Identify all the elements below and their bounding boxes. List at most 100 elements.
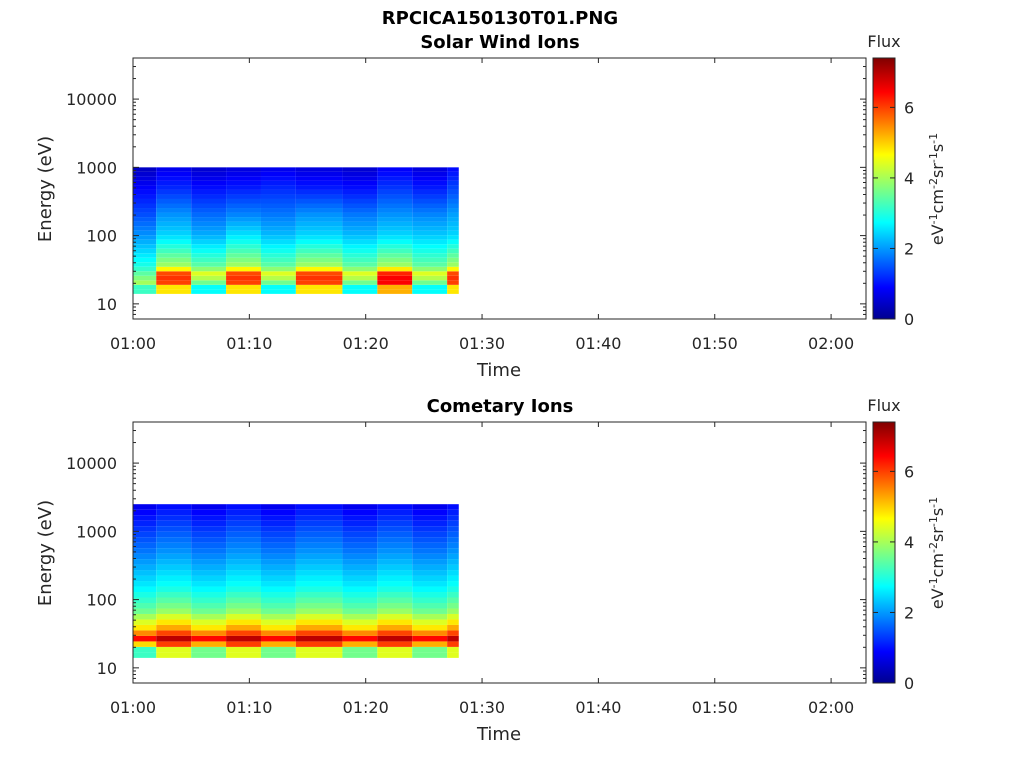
heatmap-cell: [226, 189, 261, 195]
heatmap-cell: [447, 602, 459, 609]
svg-text:eV-1cm-2sr-1s-1: eV-1cm-2sr-1s-1: [927, 133, 947, 245]
heatmap-cell: [133, 509, 157, 516]
heatmap-cell: [295, 613, 343, 620]
heatmap-cell: [133, 203, 157, 209]
heatmap-cell: [133, 592, 157, 598]
heatmap-cell: [191, 167, 227, 172]
heatmap-cell: [226, 520, 261, 527]
panel-title: Cometary Ions: [427, 396, 574, 417]
heatmap-cell: [133, 504, 157, 510]
heatmap-cell: [295, 548, 343, 554]
heatmap-cell: [377, 235, 413, 240]
heatmap-cell: [412, 221, 448, 227]
heatmap-cell: [191, 239, 227, 245]
heatmap-cell: [412, 592, 448, 598]
heatmap-cell: [295, 624, 343, 631]
heatmap-cell: [133, 652, 157, 658]
heatmap-cell: [447, 564, 459, 571]
heatmap-cell: [226, 239, 261, 245]
heatmap-cell: [133, 226, 157, 231]
heatmap-cell: [377, 548, 413, 554]
heatmap-cell: [226, 570, 261, 576]
heatmap-cell: [226, 275, 261, 281]
heatmap-cell: [342, 619, 378, 625]
heatmap-cell: [447, 180, 459, 186]
heatmap-cell: [342, 586, 378, 593]
heatmap-cell: [191, 217, 227, 222]
heatmap-cell: [447, 176, 459, 181]
heatmap-cell: [377, 581, 413, 587]
heatmap-cell: [295, 253, 343, 258]
heatmap-cell: [133, 531, 157, 538]
heatmap-cell: [191, 198, 227, 204]
heatmap-cell: [226, 271, 261, 276]
heatmap-cell: [191, 608, 227, 614]
heatmap-cell: [260, 194, 296, 199]
x-tick-label: 01:10: [226, 334, 272, 353]
heatmap-cell: [226, 646, 261, 653]
heatmap-cell: [156, 239, 192, 245]
heatmap-cell: [226, 280, 261, 285]
heatmap-cell: [295, 262, 343, 267]
heatmap-cell: [342, 548, 378, 554]
heatmap-cell: [226, 212, 261, 218]
heatmap-cell: [342, 635, 378, 642]
heatmap-cell: [377, 198, 413, 204]
heatmap-cell: [412, 226, 448, 231]
heatmap-cell: [377, 624, 413, 631]
heatmap-cell: [377, 531, 413, 538]
heatmap-cell: [191, 289, 227, 294]
heatmap-cell: [412, 275, 448, 281]
heatmap-cell: [342, 171, 378, 177]
heatmap-cell: [260, 176, 296, 181]
heatmap-cell: [260, 167, 296, 172]
heatmap-cell: [412, 553, 448, 560]
y-tick-label: 100: [86, 591, 117, 610]
heatmap-cell: [133, 597, 157, 603]
y-tick-label: 10: [97, 295, 117, 314]
heatmap-cell: [191, 180, 227, 186]
plot-frame: [132, 57, 867, 320]
x-ticks: 01:00 01:10 01:20 01:30 01:40 01:50 02:00: [110, 58, 854, 353]
heatmap-cell: [412, 235, 448, 240]
heatmap-cell: [342, 180, 378, 186]
heatmap-cell: [260, 520, 296, 527]
heatmap-cell: [133, 171, 157, 177]
heatmap-cell: [191, 619, 227, 625]
heatmap-cell: [226, 542, 261, 549]
heatmap-cell: [156, 526, 192, 532]
heatmap-cell: [342, 221, 378, 227]
heatmap-cell: [191, 592, 227, 598]
heatmap-cell: [295, 531, 343, 538]
heatmap-cell: [295, 608, 343, 614]
heatmap-cell: [156, 624, 192, 631]
heatmap-cell: [191, 542, 227, 549]
heatmap-cell: [295, 226, 343, 231]
heatmap-cell: [191, 526, 227, 532]
heatmap-cell: [447, 509, 459, 516]
heatmap-cell: [377, 597, 413, 603]
heatmap-cell: [191, 652, 227, 658]
heatmap-cell: [412, 652, 448, 658]
figure-title: RPCICA150130T01.PNG: [382, 8, 618, 29]
heatmap-cell: [133, 515, 157, 521]
colorbar-tick-label: 4: [904, 169, 914, 188]
heatmap-cell: [447, 559, 459, 565]
colorbar-tick-label: 2: [904, 239, 914, 258]
heatmap-cell: [342, 608, 378, 614]
heatmap-cell: [377, 553, 413, 560]
heatmap-cell: [260, 203, 296, 209]
heatmap-cell: [342, 570, 378, 576]
heatmap-cell: [295, 221, 343, 227]
heatmap-cell: [412, 564, 448, 571]
heatmap-cell: [447, 217, 459, 222]
heatmap-cell: [295, 504, 343, 510]
heatmap-cell: [156, 289, 192, 294]
heatmap-cell: [447, 171, 459, 177]
heatmap-cell: [226, 509, 261, 516]
heatmap-cell: [133, 581, 157, 587]
heatmap-cell: [295, 630, 343, 636]
heatmap-cell: [412, 171, 448, 177]
heatmap-cell: [156, 515, 192, 521]
heatmap-cell: [226, 537, 261, 543]
